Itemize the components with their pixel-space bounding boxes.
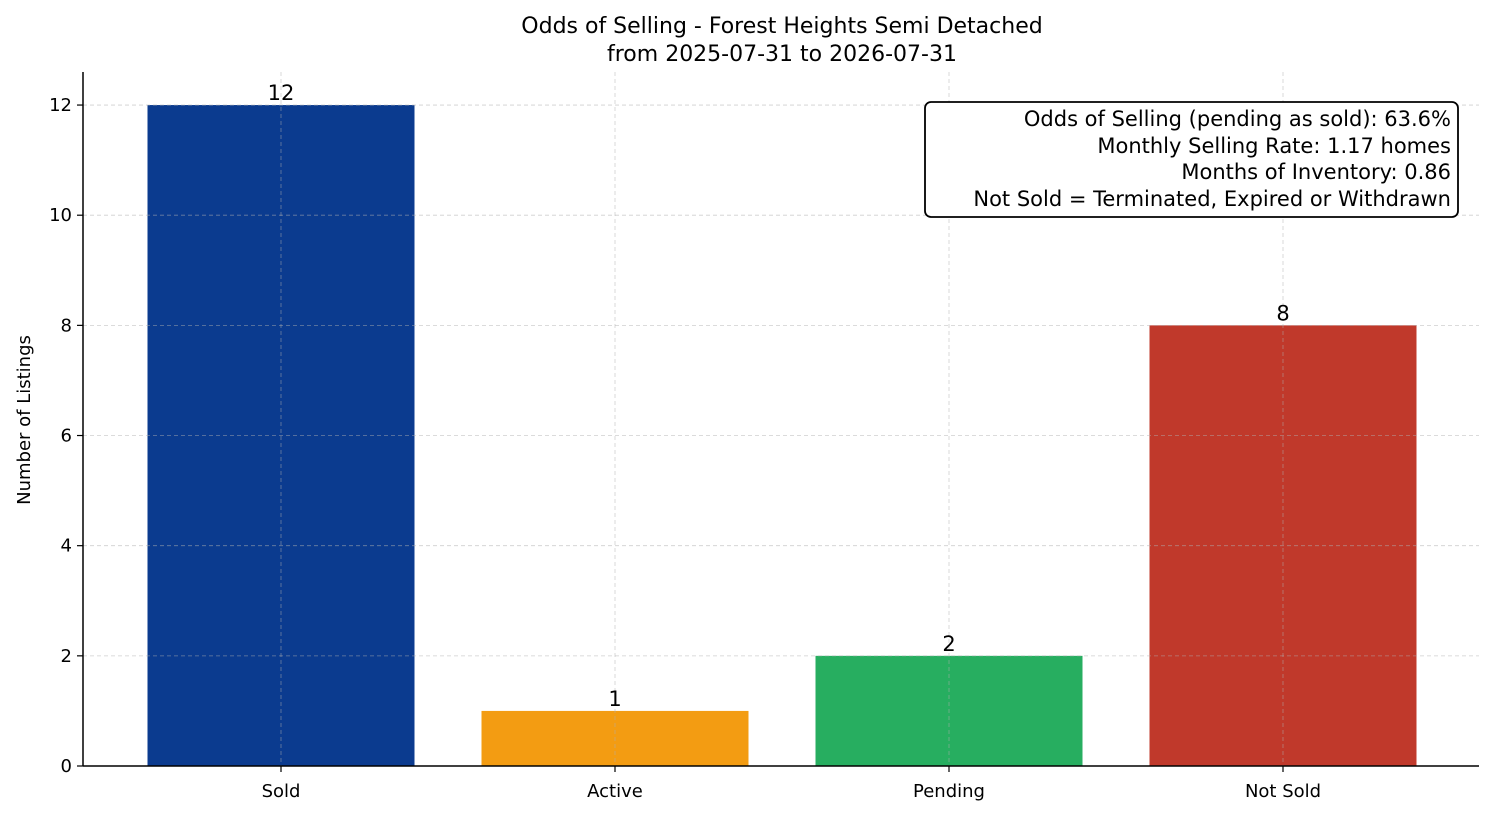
- bar-value-label: 2: [942, 632, 955, 656]
- bar-value-label: 12: [268, 81, 295, 105]
- axes: [82, 72, 1479, 767]
- y-tick-label: 10: [49, 205, 72, 226]
- y-tick-label: 8: [61, 315, 72, 336]
- info-box-frame: [924, 101, 1459, 218]
- info-line-inventory: Months of Inventory: 0.86: [1181, 160, 1451, 184]
- chart-subtitle: from 2025-07-31 to 2026-07-31: [607, 42, 957, 67]
- info-line-odds: Odds of Selling (pending as sold): 63.6%: [1024, 107, 1451, 131]
- x-tick-label: Active: [587, 781, 643, 802]
- info-line-selling-rate: Monthly Selling Rate: 1.17 homes: [1097, 134, 1451, 158]
- y-tick-label: 6: [61, 426, 72, 447]
- y-tick-label: 4: [61, 536, 72, 557]
- y-tick-label: 0: [61, 756, 72, 777]
- bar-value-label: 8: [1276, 301, 1289, 325]
- x-tick-label: Sold: [262, 781, 301, 802]
- x-tick-label: Not Sold: [1245, 781, 1321, 802]
- chart-title: Odds of Selling - Forest Heights Semi De…: [521, 14, 1042, 39]
- info-box: Odds of Selling (pending as sold): 63.6%…: [924, 101, 1459, 218]
- info-line-not-sold-note: Not Sold = Terminated, Expired or Withdr…: [973, 187, 1451, 211]
- y-axis-label: Number of Listings: [14, 335, 35, 505]
- x-tick-label: Pending: [913, 781, 985, 802]
- y-tick-label: 12: [49, 95, 72, 116]
- y-tick-label: 2: [61, 646, 72, 667]
- bar-value-label: 1: [608, 687, 621, 711]
